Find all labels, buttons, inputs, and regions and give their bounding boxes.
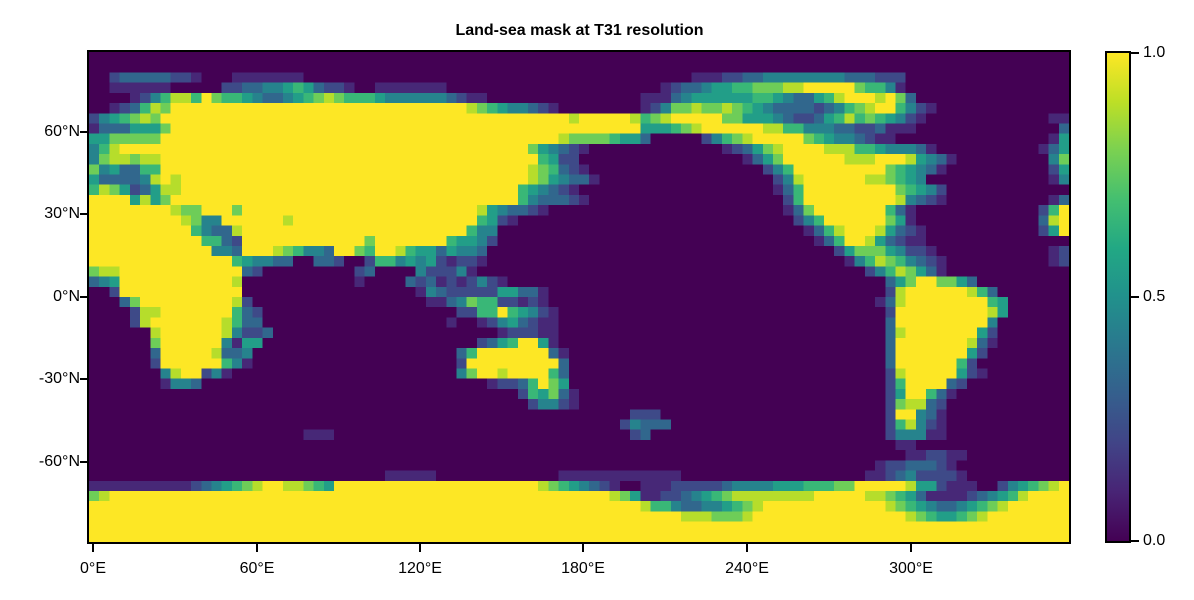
y-tick-label: -60°N	[38, 453, 80, 470]
x-tick-label: 240°E	[725, 560, 769, 577]
x-tick-mark	[256, 544, 258, 552]
x-tick-label: 120°E	[398, 560, 442, 577]
y-tick-label: 30°N	[44, 205, 80, 222]
x-tick-label: 0°E	[80, 560, 106, 577]
x-tick-mark	[419, 544, 421, 552]
chart-title: Land-sea mask at T31 resolution	[455, 22, 704, 39]
x-tick-label: 300°E	[889, 560, 933, 577]
y-tick-mark	[80, 461, 88, 463]
colorbar-tick-mark	[1131, 296, 1139, 298]
colorbar	[1105, 51, 1131, 543]
x-tick-mark	[582, 544, 584, 552]
y-tick-label: 60°N	[44, 123, 80, 140]
y-tick-mark	[80, 131, 88, 133]
y-tick-label: -30°N	[38, 370, 80, 387]
x-tick-mark	[92, 544, 94, 552]
y-tick-label: 0°N	[53, 288, 80, 305]
x-tick-mark	[746, 544, 748, 552]
x-tick-mark	[910, 544, 912, 552]
colorbar-tick-mark	[1131, 52, 1139, 54]
x-tick-label: 60°E	[239, 560, 275, 577]
colorbar-tick-label: 1.0	[1143, 44, 1166, 61]
x-tick-label: 180°E	[561, 560, 605, 577]
colorbar-tick-label: 0.5	[1143, 288, 1166, 305]
colorbar-tick-label: 0.0	[1143, 532, 1166, 549]
plot-area	[87, 50, 1071, 544]
y-tick-mark	[80, 296, 88, 298]
y-tick-mark	[80, 213, 88, 215]
heatmap-canvas	[89, 52, 1069, 542]
colorbar-tick-mark	[1131, 540, 1139, 542]
y-tick-mark	[80, 378, 88, 380]
